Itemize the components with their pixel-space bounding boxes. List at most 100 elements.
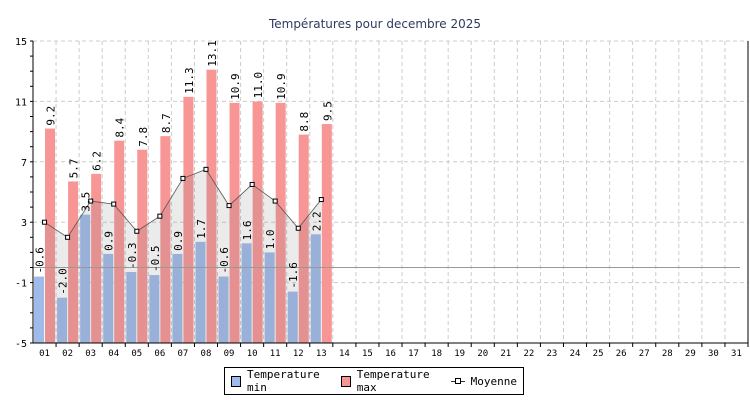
data-label-min: -1.6 [287, 262, 300, 289]
bar-max [160, 136, 171, 343]
average-point [272, 198, 278, 204]
data-label-max: 13.1 [206, 40, 219, 67]
x-tick-label: 05 [131, 349, 142, 359]
x-tick-label: 14 [339, 349, 350, 359]
x-tick-label: 29 [685, 349, 696, 359]
x-tick-label: 23 [547, 349, 558, 359]
x-tick-label: 25 [593, 349, 604, 359]
x-tick-label: 16 [385, 349, 396, 359]
x-tick-label: 27 [639, 349, 650, 359]
data-label-min: 0.9 [103, 231, 116, 251]
bar-min [264, 252, 275, 343]
bar-min [241, 243, 252, 343]
data-label-min: -0.3 [126, 243, 139, 270]
x-tick-label: 30 [708, 349, 719, 359]
bar-max [91, 173, 102, 343]
bar-min [57, 297, 68, 343]
bar-min [287, 291, 298, 343]
bar-min [149, 275, 160, 343]
bar-max [298, 134, 309, 343]
y-tick-label: -5 [15, 339, 27, 350]
bar-min [195, 241, 206, 343]
bar-max [275, 102, 286, 343]
x-tick-label: 21 [500, 349, 511, 359]
legend-label-avg: Moyenne [470, 374, 517, 388]
data-label-min: -0.6 [34, 247, 47, 274]
x-tick-label: 15 [362, 349, 373, 359]
x-tick-label: 06 [154, 349, 165, 359]
x-tick-label: 07 [177, 349, 188, 359]
data-label-max: 5.7 [68, 159, 81, 179]
data-label-max: 8.4 [114, 117, 127, 137]
x-tick-label: 22 [523, 349, 534, 359]
data-label-max: 8.7 [160, 113, 173, 133]
x-tick-label: 26 [616, 349, 627, 359]
average-point [180, 175, 186, 181]
bar-max [229, 102, 240, 343]
average-point [318, 197, 324, 203]
bar-max [252, 101, 263, 344]
bar-min [218, 276, 229, 343]
data-label-max: 9.2 [45, 106, 58, 126]
x-tick-label: 10 [247, 349, 258, 359]
legend-line-icon [450, 377, 465, 385]
bar-max [45, 128, 56, 343]
legend-swatch-min [231, 375, 241, 387]
x-tick-label: 08 [201, 349, 212, 359]
x-tick-label: 18 [431, 349, 442, 359]
average-point [88, 198, 94, 204]
data-label-min: 2.2 [310, 211, 323, 231]
y-tick-label: 3 [21, 218, 27, 229]
x-tick-label: 31 [731, 349, 742, 359]
data-label-min: -0.5 [149, 246, 162, 273]
bar-max [321, 124, 332, 343]
legend-item-min: Temperature min [231, 368, 335, 394]
bar-min [310, 234, 321, 343]
y-tick-label: 15 [15, 37, 27, 48]
x-tick-label: 24 [570, 349, 581, 359]
data-label-min: 0.9 [172, 231, 185, 251]
x-tick-label: 11 [270, 349, 281, 359]
data-label-max: 11.3 [183, 67, 196, 94]
data-label-min: 1.7 [195, 219, 208, 239]
average-point [226, 203, 232, 209]
data-label-min: 1.0 [264, 230, 277, 250]
bar-min [34, 276, 45, 343]
average-point [65, 234, 71, 240]
x-tick-label: 28 [662, 349, 673, 359]
average-point [42, 219, 48, 225]
bar-max [183, 96, 194, 344]
average-point [249, 181, 255, 187]
x-tick-label: 04 [108, 349, 119, 359]
bar-max [68, 181, 79, 343]
x-tick-label: 12 [293, 349, 304, 359]
data-label-max: 6.2 [91, 151, 104, 171]
data-label-max: 10.9 [229, 73, 242, 100]
bar-min [80, 214, 91, 343]
legend-label-min: Temperature min [246, 368, 320, 394]
data-label-max: 9.5 [321, 101, 334, 121]
legend-swatch-max [340, 375, 351, 387]
average-point [203, 166, 209, 172]
legend: Temperature min Temperature max Moyenne [224, 367, 524, 395]
data-label-max: 8.8 [298, 112, 311, 132]
bar-max [206, 69, 217, 343]
y-tick-label: 7 [21, 158, 27, 169]
bar-max [137, 149, 148, 343]
average-point [134, 228, 140, 234]
bar-max [114, 140, 125, 343]
data-label-min: 3.5 [80, 192, 93, 212]
x-tick-label: 19 [454, 349, 465, 359]
x-tick-label: 02 [62, 349, 73, 359]
x-tick-label: 09 [224, 349, 235, 359]
legend-item-avg: Moyenne [450, 374, 517, 388]
x-tick-label: 13 [316, 349, 327, 359]
chart-title: Températures pour decembre 2025 [268, 17, 482, 31]
data-label-max: 10.9 [275, 73, 288, 100]
legend-label-max: Temperature max [356, 368, 430, 394]
data-label-max: 11.0 [252, 72, 265, 99]
bar-min [103, 253, 114, 343]
average-area [44, 169, 322, 343]
average-point [295, 225, 301, 231]
